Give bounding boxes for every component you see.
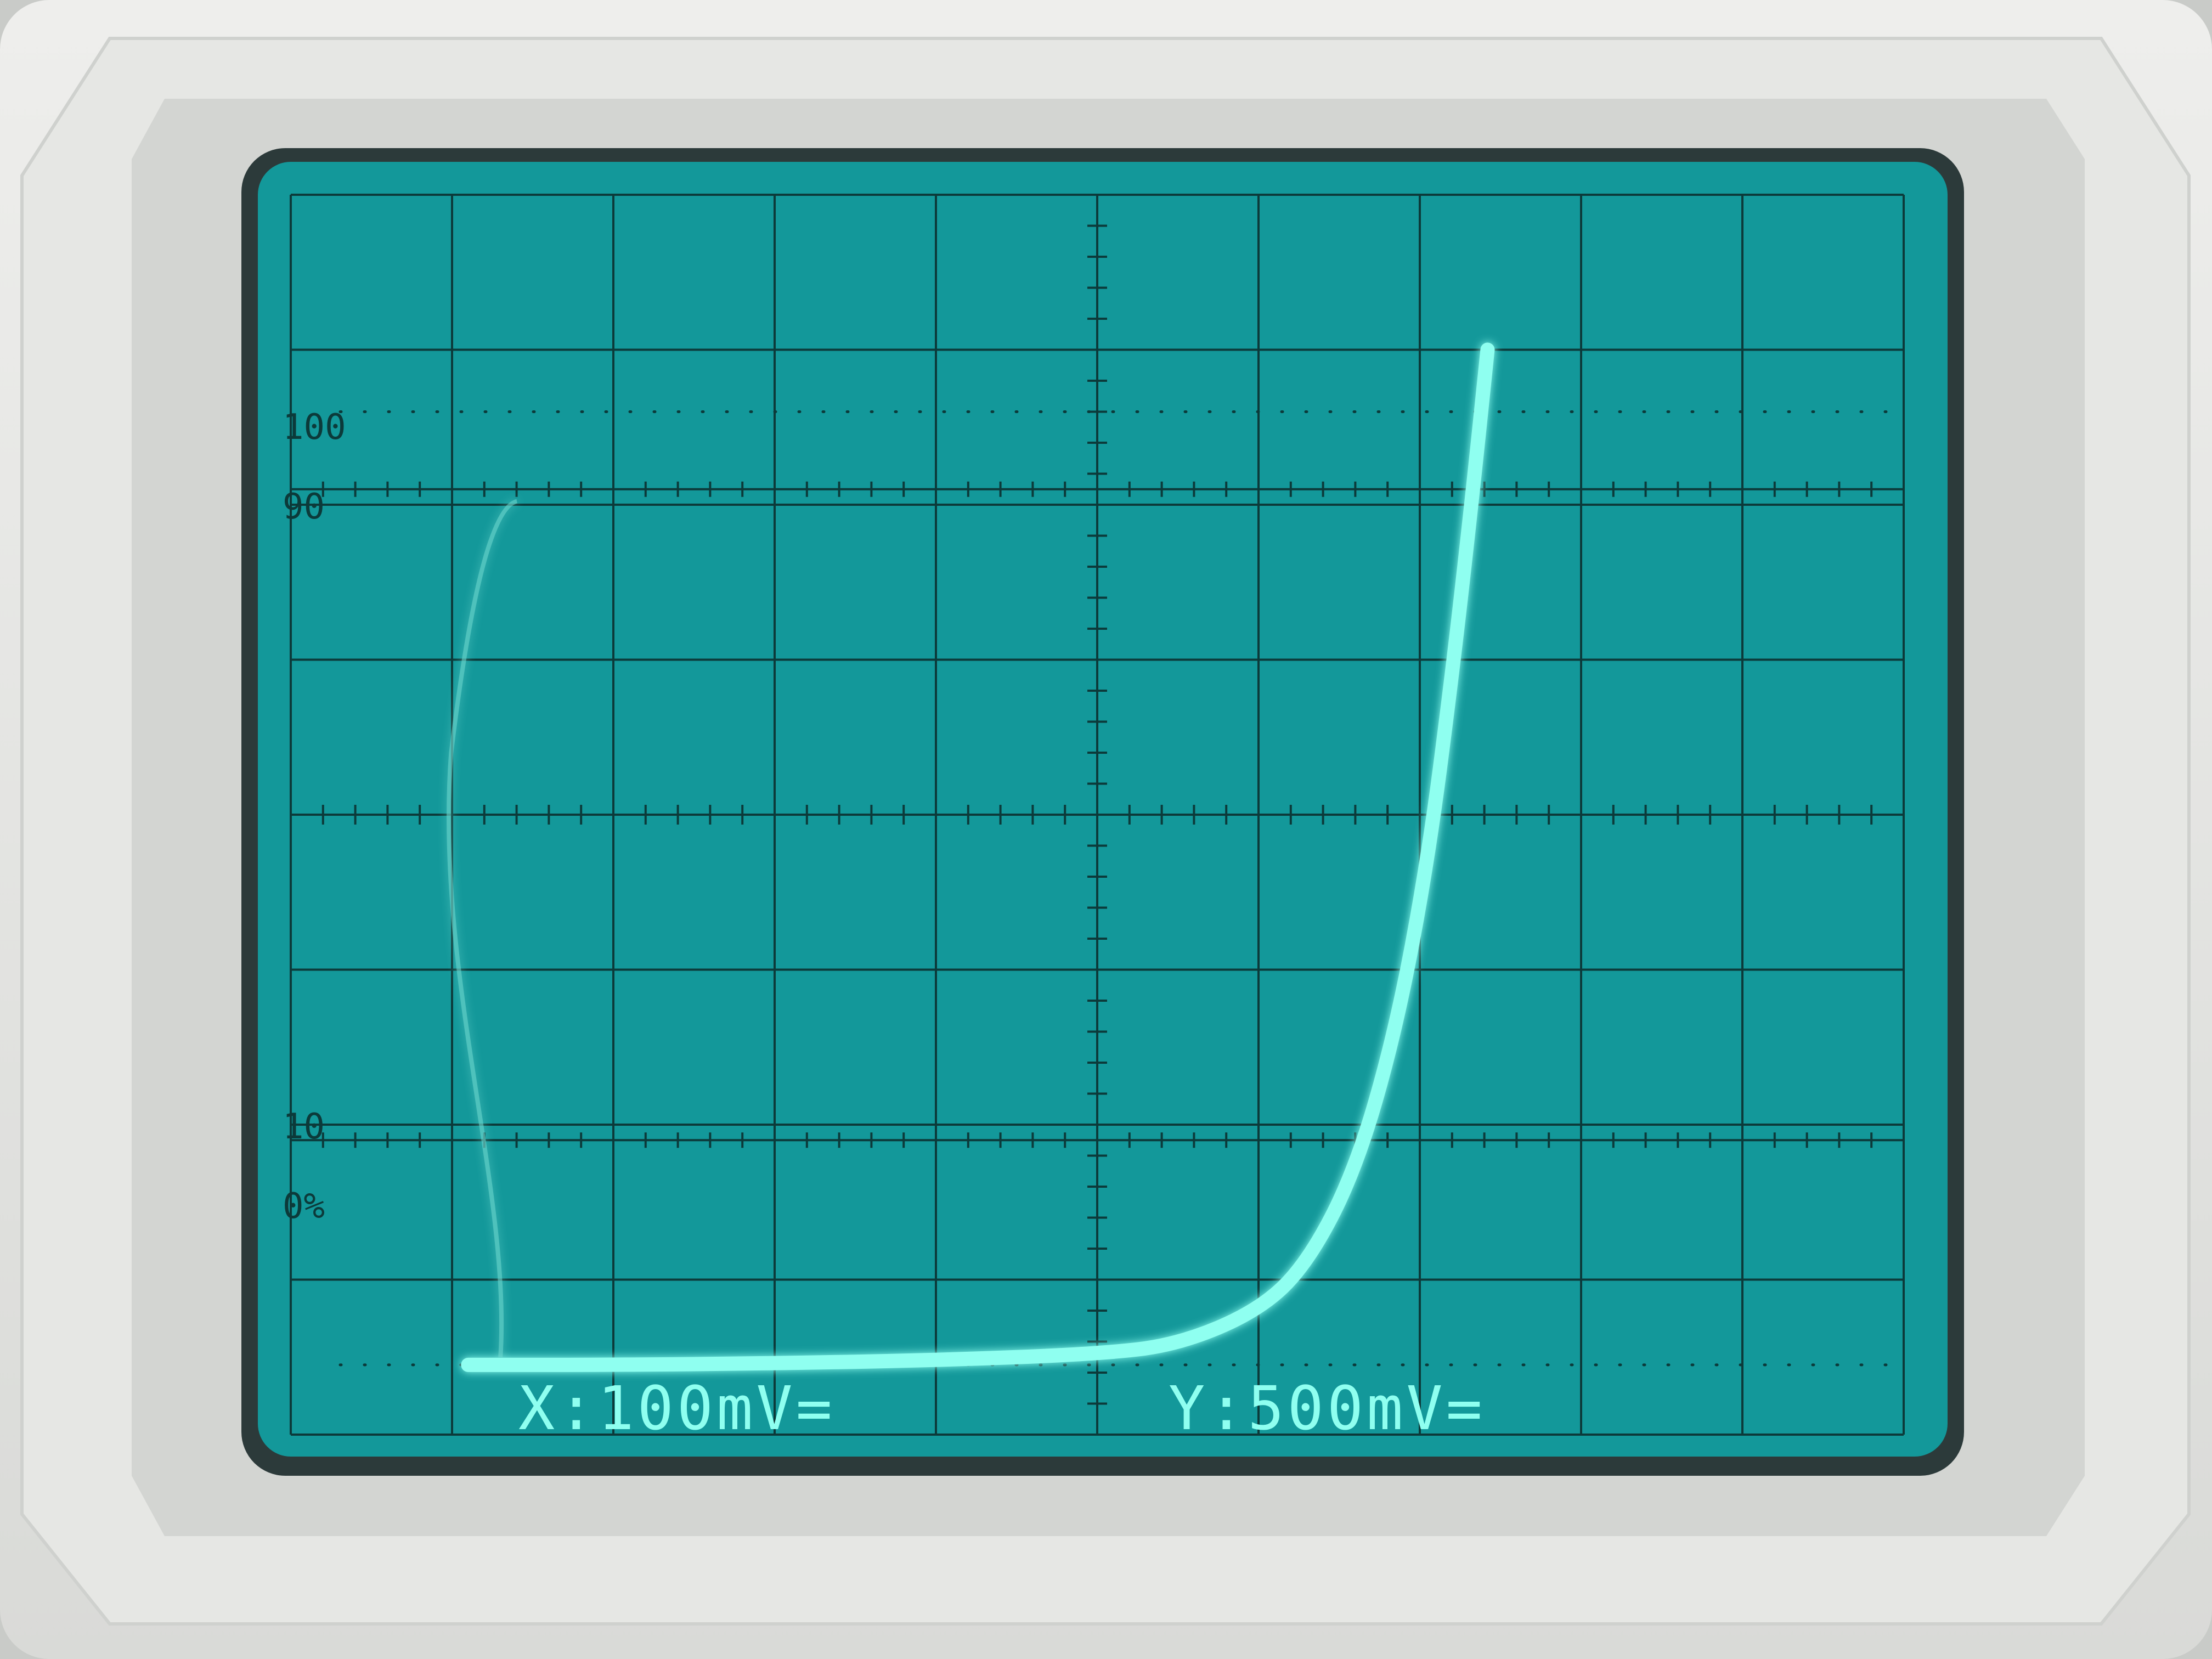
graticule-label-0: 0%	[283, 1186, 325, 1227]
phosphor-screen	[258, 162, 1948, 1457]
graticule-label-10: 10	[283, 1107, 325, 1147]
graticule-ticks	[290, 194, 1904, 1405]
ghost-trace	[447, 499, 518, 1358]
y-channel-readout: Y:500mV=	[1169, 1373, 1486, 1443]
trace-group	[447, 342, 1495, 1372]
signal-trace	[461, 342, 1495, 1372]
graticule-label-90: 90	[283, 487, 325, 527]
x-channel-readout: X:100mV=	[518, 1373, 836, 1443]
graticule-dotted-lines	[338, 410, 1905, 1367]
graticule-label-100: 100	[283, 407, 346, 448]
